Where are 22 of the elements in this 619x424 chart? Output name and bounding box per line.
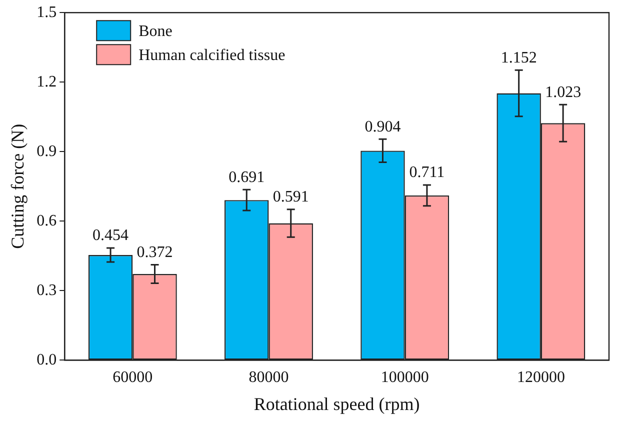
data-label: 0.691 — [228, 168, 265, 186]
data-label: 1.023 — [545, 84, 582, 101]
x-tick-label: 60000 — [112, 369, 153, 386]
legend-label: Human calcified tissue — [138, 46, 286, 64]
data-label: 0.904 — [364, 118, 401, 136]
y-tick-label: 0.9 — [36, 142, 57, 160]
x-tick-label: 100000 — [380, 369, 429, 386]
data-label: 0.454 — [92, 227, 129, 244]
x-tick-label: 120000 — [516, 369, 565, 386]
data-label: 1.152 — [500, 49, 537, 66]
data-label: 0.591 — [272, 188, 309, 206]
legend-label: Bone — [138, 22, 172, 40]
x-axis-title: Rotational speed (rpm) — [254, 394, 420, 414]
y-tick-label: 0.6 — [36, 212, 57, 230]
y-tick-label: 0.3 — [36, 282, 57, 299]
x-tick-label: 80000 — [248, 369, 289, 386]
y-tick-label: 1.5 — [36, 4, 57, 21]
y-tick-label: 0.0 — [36, 351, 57, 368]
data-label: 0.372 — [136, 244, 173, 261]
y-tick-label: 1.2 — [36, 73, 57, 90]
y-axis-title: Cutting force (N) — [8, 124, 28, 249]
data-label: 0.711 — [409, 164, 445, 182]
